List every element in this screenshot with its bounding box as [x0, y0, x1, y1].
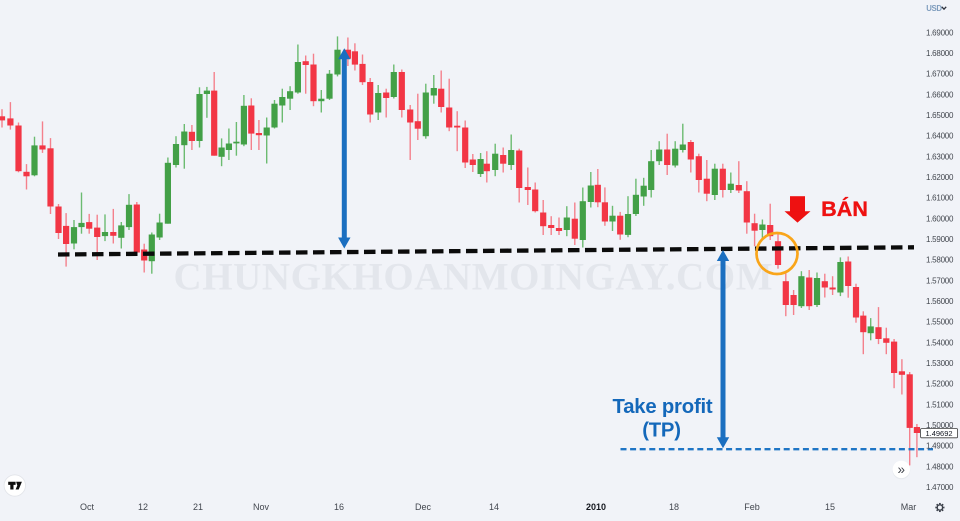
svg-text:1.53000: 1.53000 — [926, 359, 954, 368]
svg-text:1.49000: 1.49000 — [926, 442, 954, 451]
svg-text:1.63000: 1.63000 — [926, 152, 954, 161]
svg-text:15: 15 — [825, 502, 835, 512]
svg-text:1.68000: 1.68000 — [926, 49, 954, 58]
svg-text:1.52000: 1.52000 — [926, 380, 954, 389]
svg-text:1.66000: 1.66000 — [926, 90, 954, 99]
svg-text:1.57000: 1.57000 — [926, 276, 954, 285]
svg-text:1.59000: 1.59000 — [926, 235, 954, 244]
svg-text:1.64000: 1.64000 — [926, 132, 954, 141]
svg-text:»: » — [898, 462, 906, 477]
svg-text:Nov: Nov — [253, 502, 270, 512]
svg-text:1.55000: 1.55000 — [926, 318, 954, 327]
svg-text:1.65000: 1.65000 — [926, 111, 954, 120]
svg-text:1.50000: 1.50000 — [926, 421, 954, 430]
svg-text:1.47000: 1.47000 — [926, 483, 954, 492]
svg-text:1.48000: 1.48000 — [926, 462, 954, 471]
svg-text:1.60000: 1.60000 — [926, 214, 954, 223]
svg-text:2010: 2010 — [586, 502, 606, 512]
svg-text:1.61000: 1.61000 — [926, 194, 954, 203]
svg-text:18: 18 — [669, 502, 679, 512]
svg-text:14: 14 — [489, 502, 499, 512]
svg-text:1.62000: 1.62000 — [926, 173, 954, 182]
svg-text:1.69000: 1.69000 — [926, 28, 954, 37]
svg-text:BÁN: BÁN — [821, 196, 868, 221]
svg-text:1.49692: 1.49692 — [925, 429, 952, 438]
svg-text:Dec: Dec — [415, 502, 432, 512]
svg-text:1.58000: 1.58000 — [926, 256, 954, 265]
svg-text:1.54000: 1.54000 — [926, 338, 954, 347]
svg-text:Feb: Feb — [744, 502, 760, 512]
svg-text:Take profit: Take profit — [613, 396, 713, 418]
svg-text:Oct: Oct — [80, 502, 95, 512]
svg-text:1.56000: 1.56000 — [926, 297, 954, 306]
svg-text:(TP): (TP) — [642, 419, 681, 441]
svg-text:21: 21 — [193, 502, 203, 512]
svg-text:1.51000: 1.51000 — [926, 400, 954, 409]
svg-text:12: 12 — [138, 502, 148, 512]
svg-text:1.67000: 1.67000 — [926, 70, 954, 79]
svg-text:Mar: Mar — [901, 502, 917, 512]
svg-text:CHUNGKHOANMOINGAY.COM: CHUNGKHOANMOINGAY.COM — [174, 256, 773, 299]
svg-text:USD: USD — [926, 4, 942, 13]
svg-text:16: 16 — [334, 502, 344, 512]
